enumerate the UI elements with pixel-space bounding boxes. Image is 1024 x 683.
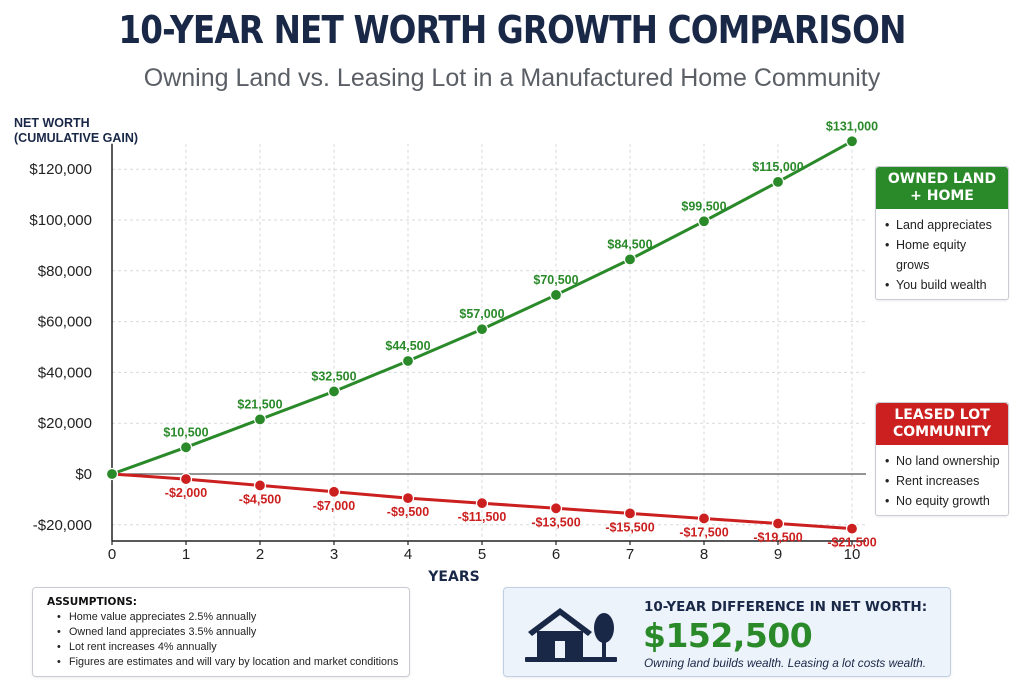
legend-owned-item: Land appreciates xyxy=(885,215,1000,235)
x-tick-label: 6 xyxy=(552,546,560,563)
y-axis-label: NET WORTH (CUMULATIVE GAIN) xyxy=(14,116,138,146)
data-point-leased xyxy=(549,502,563,515)
x-tick-label: 7 xyxy=(626,546,634,563)
data-label-leased: -$19,500 xyxy=(753,531,802,545)
chart-subtitle: Owning Land vs. Leasing Lot in a Manufac… xyxy=(143,64,881,92)
legend-leased-title: LEASED LOT COMMUNITY xyxy=(876,403,1008,445)
legend-owned: OWNED LAND+ HOME Land appreciates Home e… xyxy=(875,166,1009,300)
data-label-owned: $115,000 xyxy=(752,160,803,174)
data-label-leased: -$4,500 xyxy=(239,492,281,506)
assumption-item: Lot rent increases 4% annually xyxy=(57,640,398,655)
data-point-owned xyxy=(771,175,785,188)
data-point-owned xyxy=(253,413,267,426)
x-tick-label: 3 xyxy=(330,546,338,563)
y-axis-label-line-1: NET WORTH xyxy=(14,116,90,130)
legend-owned-title: OWNED LAND + HOME xyxy=(876,167,1008,209)
data-point-leased xyxy=(179,472,193,486)
y-tick-label: $20,000 xyxy=(38,415,92,432)
data-point-owned xyxy=(475,323,489,336)
data-label-owned: $131,000 xyxy=(826,119,878,133)
assumption-item: Owned land appreciates 3.5% annually xyxy=(57,625,398,640)
assumptions-box: ASSUMPTIONS: Home value appreciates 2.5%… xyxy=(32,587,410,677)
data-label-owned: $21,500 xyxy=(237,397,282,411)
house-and-tree-icon xyxy=(525,608,617,662)
legend-leased-item: Rent increases xyxy=(885,471,1000,491)
data-label-owned: $44,500 xyxy=(385,339,430,353)
data-label-owned: $57,000 xyxy=(459,307,504,321)
legend-leased-list: No land ownership Rent increases No equi… xyxy=(876,445,1008,515)
difference-note: Owning land builds wealth. Leasing a lot… xyxy=(644,656,926,670)
data-point-leased xyxy=(845,522,859,535)
difference-label: 10-YEAR DIFFERENCE IN NET WORTH: xyxy=(644,599,928,615)
difference-value: $152,500 xyxy=(643,616,813,655)
x-tick-label: 10 xyxy=(844,546,861,563)
data-label-leased: -$7,000 xyxy=(313,499,355,513)
y-tick-label: $60,000 xyxy=(38,314,92,331)
data-point-owned xyxy=(623,253,637,266)
data-label-leased: -$9,500 xyxy=(387,505,429,519)
data-point-owned xyxy=(179,441,193,454)
data-point-leased xyxy=(475,497,489,510)
x-tick-label: 4 xyxy=(404,546,412,563)
data-point-leased xyxy=(623,507,637,520)
y-tick-label: $40,000 xyxy=(38,364,92,381)
data-label-leased: -$13,500 xyxy=(531,515,580,529)
data-label-leased: -$15,500 xyxy=(605,520,654,534)
data-label-leased: -$21,500 xyxy=(827,536,876,550)
data-label-owned: $70,500 xyxy=(533,273,578,287)
y-tick-label: $100,000 xyxy=(29,212,92,229)
legend-leased-item: No equity growth xyxy=(885,491,1000,511)
y-axis-label-line-2: (CUMULATIVE GAIN) xyxy=(14,131,139,145)
y-tick-label: $80,000 xyxy=(38,263,92,280)
data-point-leased xyxy=(401,492,415,505)
data-point-leased xyxy=(697,512,711,525)
data-point-owned xyxy=(401,354,415,368)
legend-leased-item: No land ownership xyxy=(885,451,1000,471)
data-label-leased: -$2,000 xyxy=(165,486,207,500)
data-label-owned: $99,500 xyxy=(681,199,726,213)
data-point-owned xyxy=(845,135,859,148)
legend-owned-list: Land appreciates Home equity grows You b… xyxy=(876,209,1008,299)
data-point-leased xyxy=(327,485,341,498)
y-tick-label: $120,000 xyxy=(29,161,92,178)
data-point-owned xyxy=(105,467,119,481)
difference-box: 10-YEAR DIFFERENCE IN NET WORTH: $152,50… xyxy=(503,587,951,677)
data-point-owned xyxy=(697,215,711,228)
assumptions-title: ASSUMPTIONS: xyxy=(47,596,137,608)
assumption-item: Figures are estimates and will vary by l… xyxy=(57,655,398,670)
y-tick-label: $0 xyxy=(75,466,92,483)
chart-title: 10-YEAR NET WORTH GROWTH COMPARISON xyxy=(118,8,906,52)
legend-owned-item: Home equity grows xyxy=(885,235,1000,275)
x-tick-label: 1 xyxy=(182,546,190,563)
x-tick-label: 2 xyxy=(256,546,264,563)
data-label-owned: $10,500 xyxy=(163,425,208,439)
legend-owned-item: You build wealth xyxy=(885,275,1000,295)
data-point-leased xyxy=(253,479,267,492)
data-point-owned xyxy=(327,385,341,398)
data-label-owned: $32,500 xyxy=(311,369,356,383)
y-tick-label: -$20,000 xyxy=(33,517,92,534)
data-point-leased xyxy=(771,517,785,530)
x-tick-label: 0 xyxy=(108,546,116,563)
data-label-leased: -$11,500 xyxy=(458,510,507,524)
assumption-item: Home value appreciates 2.5% annually xyxy=(57,610,398,625)
data-label-leased: -$17,500 xyxy=(679,525,728,539)
x-tick-label: 8 xyxy=(700,546,708,563)
x-axis-label: YEARS xyxy=(427,569,479,585)
data-label-owned: $84,500 xyxy=(607,237,652,251)
data-point-owned xyxy=(549,288,563,302)
x-tick-label: 9 xyxy=(774,546,782,563)
assumptions-list: Home value appreciates 2.5% annually Own… xyxy=(57,610,398,670)
x-tick-label: 5 xyxy=(478,546,486,563)
